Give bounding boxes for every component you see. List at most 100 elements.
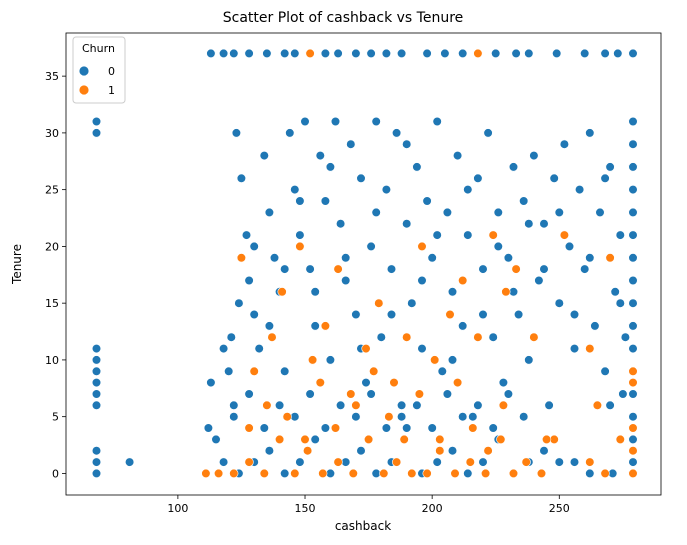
data-point-churn-1 (295, 241, 305, 251)
data-point-churn-0 (478, 309, 488, 320)
data-point-churn-0 (417, 275, 427, 286)
x-tick-label: 250 (549, 502, 570, 515)
data-point-churn-0 (91, 400, 102, 410)
data-point-churn-0 (275, 400, 285, 410)
data-point-churn-0 (628, 48, 638, 59)
data-point-churn-0 (615, 298, 625, 308)
data-point-churn-1 (402, 332, 412, 342)
data-point-churn-1 (600, 468, 610, 479)
data-point-churn-0 (427, 423, 437, 433)
data-point-churn-0 (511, 48, 521, 59)
data-point-churn-0 (513, 309, 524, 320)
data-point-churn-0 (422, 48, 432, 59)
data-point-churn-0 (241, 230, 252, 240)
data-point-churn-0 (91, 128, 102, 138)
data-point-churn-0 (91, 389, 102, 399)
data-point-churn-0 (524, 355, 534, 365)
data-point-churn-0 (628, 298, 638, 308)
legend-marker-0 (78, 65, 90, 77)
data-point-churn-1 (628, 468, 638, 479)
data-point-churn-1 (496, 434, 506, 445)
data-point-churn-1 (628, 366, 638, 376)
data-point-churn-1 (374, 298, 384, 308)
data-point-churn-0 (483, 128, 493, 138)
data-point-churn-1 (559, 230, 570, 240)
data-point-churn-0 (412, 162, 422, 172)
data-point-churn-0 (392, 128, 402, 138)
data-point-churn-1 (333, 457, 343, 467)
data-point-churn-0 (432, 457, 442, 467)
data-point-churn-0 (468, 412, 478, 422)
data-point-churn-1 (315, 378, 325, 388)
data-point-churn-1 (351, 400, 361, 410)
data-point-churn-1 (414, 389, 425, 399)
data-point-churn-0 (569, 457, 580, 467)
data-point-churn-0 (595, 207, 605, 217)
data-point-churn-1 (346, 389, 356, 399)
data-point-churn-0 (341, 253, 351, 263)
data-point-churn-0 (549, 173, 559, 183)
data-point-churn-0 (91, 366, 102, 376)
data-point-churn-1 (435, 434, 445, 445)
data-point-churn-0 (554, 457, 564, 467)
data-point-churn-0 (628, 139, 638, 149)
legend-label-1: 1 (108, 84, 115, 97)
data-point-churn-0 (91, 378, 102, 388)
data-point-churn-0 (585, 468, 595, 479)
data-point-churn-0 (628, 253, 638, 263)
data-point-churn-1 (435, 446, 445, 456)
data-point-churn-0 (600, 48, 610, 59)
data-point-churn-0 (300, 116, 310, 127)
legend: Churn 0 1 (72, 36, 126, 104)
data-point-churn-1 (511, 264, 521, 274)
data-point-churn-0 (478, 457, 488, 467)
data-point-churn-0 (211, 434, 221, 445)
data-point-churn-0 (554, 298, 564, 308)
data-point-churn-1 (308, 355, 318, 365)
data-point-churn-0 (498, 378, 509, 388)
data-point-churn-0 (91, 468, 102, 479)
data-point-churn-0 (432, 116, 442, 127)
data-point-churn-0 (453, 151, 463, 161)
data-point-churn-0 (341, 275, 351, 286)
y-tick-label: 5 (52, 411, 59, 424)
data-point-churn-0 (259, 151, 269, 161)
data-point-churn-0 (356, 446, 366, 456)
data-point-churn-0 (351, 48, 361, 59)
data-point-churn-0 (330, 116, 341, 127)
data-point-churn-1 (249, 366, 259, 376)
data-point-churn-1 (318, 468, 328, 479)
data-point-churn-0 (488, 332, 498, 342)
data-point-churn-0 (442, 389, 453, 399)
data-point-churn-1 (259, 468, 269, 479)
data-point-churn-0 (574, 185, 585, 195)
data-point-churn-1 (275, 434, 285, 445)
data-point-churn-0 (336, 219, 346, 229)
data-point-churn-0 (628, 116, 638, 127)
data-point-churn-1 (536, 468, 547, 479)
data-point-churn-1 (615, 434, 625, 445)
data-point-churn-0 (402, 139, 412, 149)
data-point-churn-1 (320, 321, 331, 331)
data-point-churn-0 (91, 446, 102, 456)
data-point-churn-0 (91, 116, 102, 127)
data-point-churn-1 (422, 468, 432, 479)
data-point-churn-0 (412, 400, 422, 410)
data-point-churn-0 (320, 423, 331, 433)
data-point-churn-0 (524, 48, 534, 59)
data-point-churn-0 (249, 309, 259, 320)
data-point-churn-0 (447, 446, 458, 456)
data-point-churn-0 (628, 344, 638, 354)
data-point-churn-0 (463, 230, 473, 240)
data-point-churn-0 (219, 48, 229, 59)
data-point-churn-0 (628, 275, 638, 286)
legend-label-0: 0 (108, 65, 115, 78)
data-point-churn-0 (488, 423, 498, 433)
data-point-churn-0 (371, 116, 381, 127)
data-point-churn-0 (458, 321, 468, 331)
x-tick-label: 150 (295, 502, 316, 515)
data-point-churn-0 (493, 241, 503, 251)
data-point-churn-0 (91, 344, 102, 354)
data-point-churn-1 (473, 48, 483, 59)
